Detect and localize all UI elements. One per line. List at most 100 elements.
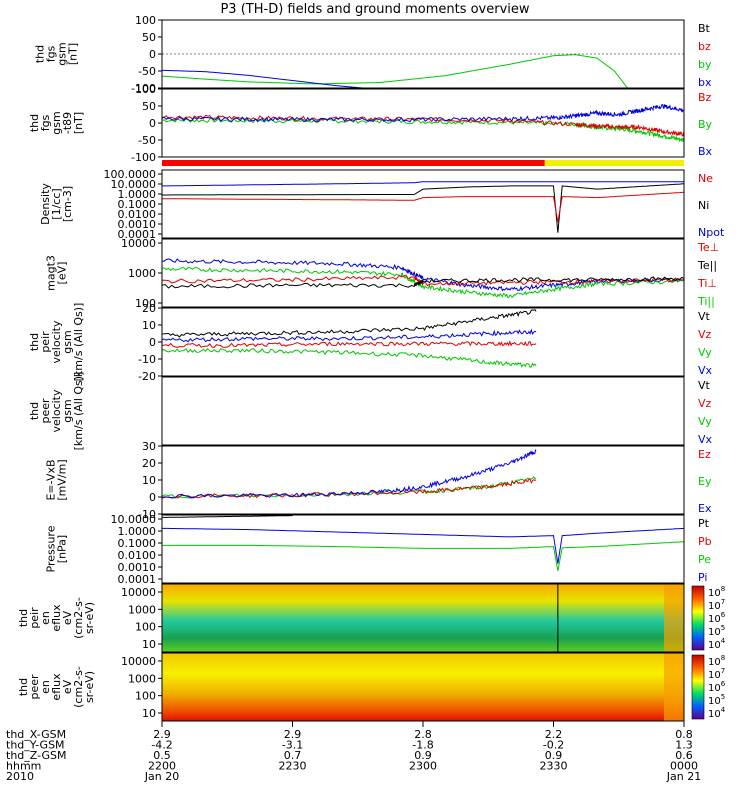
time-tick-label: Jan 21 [666,770,701,783]
legend-entry: Pt [698,517,710,530]
y-tick-label: 0 [149,117,156,130]
y-label-line: velocity [50,389,63,432]
colorbar-label: 108 [708,654,725,668]
colorbar-label: 106 [708,680,726,694]
y-tick-label: 0.0001 [118,228,157,241]
colorbar-label: 104 [708,637,726,651]
y-tick-label: -50 [138,65,156,78]
time-tick-label: 2200 [148,760,176,773]
legend-entry: bz [698,40,711,53]
y-tick-label: 1000 [128,672,156,685]
legend-entry: Ex [698,502,712,515]
y-label-line: eV [61,610,74,625]
y-tick-label: 0.1000 [118,537,157,550]
series-line-blue [162,181,684,187]
time-row-label: thd_Y-GSM [6,739,65,752]
y-tick-label: 10 [142,319,156,332]
y-label-line: peer [39,398,52,424]
time-tick-label: 2.2 [545,728,563,741]
legend-entry: Bt [698,22,711,35]
legend-entry: Te|| [697,259,717,272]
y-axis-label: Density[1/cc][cm-3] [39,183,74,225]
y-label-line: [eV] [56,262,69,285]
y-tick-label: 0.0010 [118,218,157,231]
legend-entry: Ni [698,199,709,212]
y-label-line: Pressure [45,525,58,572]
time-tick-label: 2300 [409,760,437,773]
mode-bar-red [162,160,545,166]
y-tick-label: 1000 [128,603,156,616]
legend-entry: Ti⊥ [697,277,717,290]
y-label-line: peer [28,674,41,700]
y-label-line: [cm-3] [61,186,74,222]
legend-entry: By [698,118,713,131]
series-line-blue [161,69,363,89]
legend-entry: Bx [698,145,713,158]
panel-density: 100.000010.00001.00000.10000.01000.00100… [39,168,725,241]
time-tick-label: 2.8 [414,728,432,741]
legend-entry: Vz [698,397,712,410]
y-tick-label: 10 [142,474,156,487]
y-tick-label: 10.0000 [111,513,157,526]
y-tick-label: 100 [135,297,156,310]
y-label-line: (cm2-s- [72,666,85,708]
legend-entry: Vt [698,379,711,392]
y-tick-label: 1.0000 [118,188,157,201]
y-label-line: eflux [50,673,63,701]
panel-frame [161,307,685,377]
y-tick-label: 0.0001 [118,573,157,586]
time-tick-label: 2.9 [153,728,171,741]
time-tick-label: 0.6 [675,749,693,762]
mode-bar-yellow [544,160,684,166]
time-row-label: thd_Z-GSM [6,749,66,762]
series-line-blue [162,527,685,564]
y-label-line: gsm [56,42,69,65]
y-label-line: sr-eV) [83,602,96,634]
colorbar-label: 108 [708,585,725,599]
y-tick-label: -100 [131,151,156,164]
legend-entry: Pb [698,535,712,548]
time-tick-label: Jan 20 [144,770,179,783]
y-tick-label: 0 [149,336,156,349]
legend-entry: Ez [698,448,711,461]
y-label-line: eV [61,679,74,694]
y-label-line: gsm [61,330,74,353]
time-tick-label: 2230 [279,760,307,773]
series-line-green [161,117,685,143]
y-tick-label: 1.0000 [118,525,157,538]
time-tick-label: 0.5 [153,749,171,762]
y-label-line: fgs [39,114,52,131]
y-tick-label: 10 [142,707,156,720]
y-tick-label: 10000 [121,237,156,250]
y-label-line: magt3 [45,255,58,291]
colorbar-label: 107 [708,598,725,612]
y-label-line: sr-eV) [83,671,96,703]
y-tick-label: 100 [135,83,156,96]
y-label-line: eflux [50,604,63,632]
panel-frame [161,169,685,239]
y-tick-label: 50 [142,100,156,113]
colorbar-label: 106 [708,611,726,625]
legend-entry: Bz [698,91,712,104]
series-line-green [161,266,685,299]
y-tick-label: 0 [149,48,156,61]
y-tick-label: 100 [135,14,156,27]
y-tick-label: 0 [149,491,156,504]
time-tick-label: 0000 [670,760,698,773]
y-tick-label: 10000 [121,655,156,668]
colorbar-label: 105 [708,624,725,638]
time-tick-label: -0.2 [543,739,564,752]
y-tick-label: 30 [142,440,156,453]
panel-frame [161,514,685,584]
legend-entry: bx [698,76,712,89]
y-tick-label: -10 [138,353,156,366]
series-line-red [161,114,685,137]
y-tick-label: 100 [135,621,156,634]
